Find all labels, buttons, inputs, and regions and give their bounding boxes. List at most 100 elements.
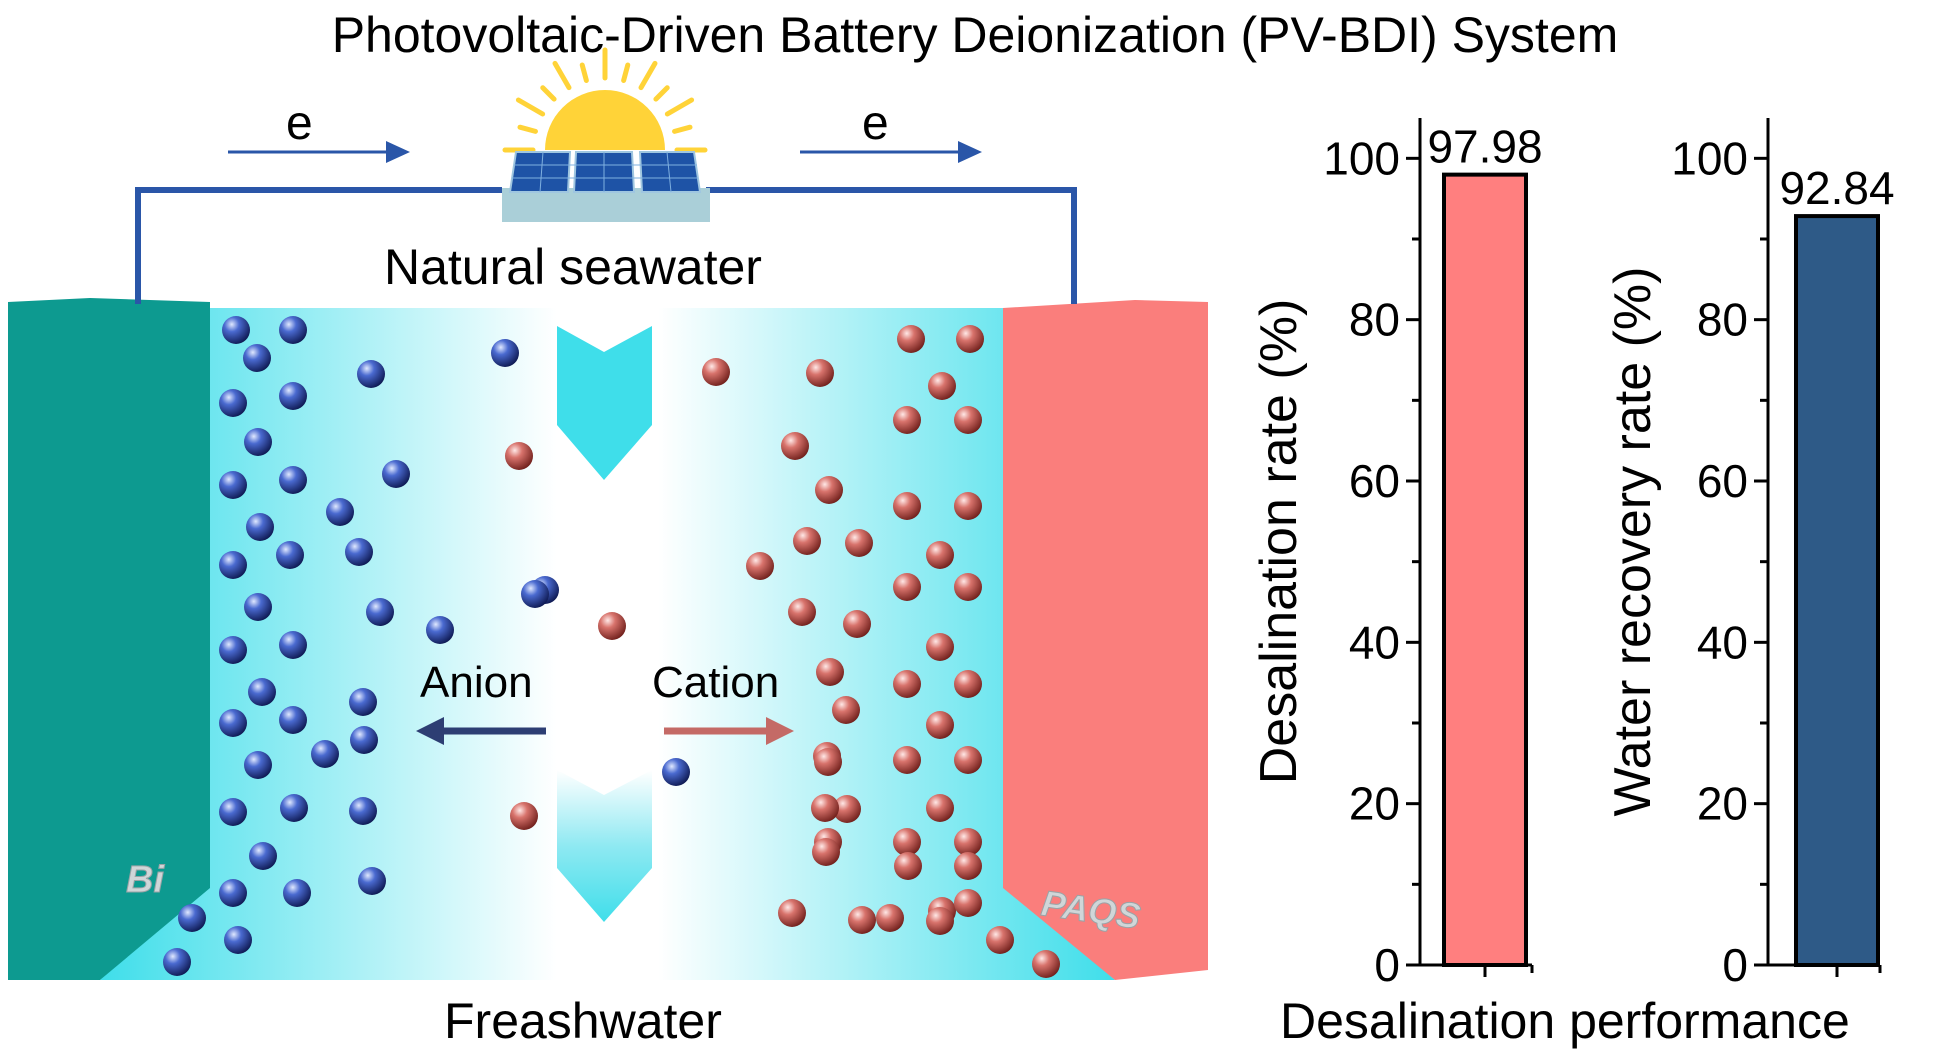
freshwater-outlet-arrow bbox=[557, 770, 652, 922]
cation-particle bbox=[843, 610, 871, 638]
cation-particle bbox=[954, 492, 982, 520]
anion-particle bbox=[279, 382, 307, 410]
seawater-inlet-label: Natural seawater bbox=[384, 239, 762, 295]
y-tick-label: 20 bbox=[1697, 778, 1748, 830]
anion-particle bbox=[283, 879, 311, 907]
seawater-inlet-arrow-shape bbox=[557, 326, 652, 480]
cation-particle bbox=[928, 372, 956, 400]
bar bbox=[1442, 172, 1528, 968]
anion-particle bbox=[222, 316, 250, 344]
anion-particle bbox=[244, 428, 272, 456]
cation-particle bbox=[815, 476, 843, 504]
bar-data-label: 97.98 bbox=[1427, 121, 1542, 173]
cation-particle bbox=[893, 746, 921, 774]
cation-arrow bbox=[664, 717, 794, 745]
cation-particle bbox=[954, 670, 982, 698]
anion-particle bbox=[350, 726, 378, 754]
electron-label-left: e bbox=[286, 97, 313, 150]
electron-arrow-right bbox=[800, 141, 982, 163]
cation-particle bbox=[781, 432, 809, 460]
y-axis-title: Water recovery rate (%) bbox=[1604, 267, 1662, 817]
anion-particle bbox=[349, 797, 377, 825]
anion-particle bbox=[358, 867, 386, 895]
anion-particle bbox=[357, 360, 385, 388]
cation-particle bbox=[876, 904, 904, 932]
cation-particle bbox=[778, 899, 806, 927]
cation-particle bbox=[897, 325, 925, 353]
cation-particle bbox=[833, 795, 861, 823]
paqs-electrode bbox=[1003, 300, 1208, 980]
cation-particle bbox=[893, 670, 921, 698]
anion-particle bbox=[163, 948, 191, 976]
anion-particle bbox=[311, 740, 339, 768]
y-tick-label: 20 bbox=[1349, 778, 1400, 830]
water-recovery-rate-chart: 0 20 40 60 80 100 92.84 Water recovery rate (%) bbox=[1604, 118, 1895, 991]
cation-particle bbox=[894, 852, 922, 880]
anion-particle bbox=[219, 879, 247, 907]
cation-particle bbox=[954, 573, 982, 601]
y-tick-label: 60 bbox=[1349, 455, 1400, 507]
solar-panel-icon bbox=[502, 151, 710, 222]
y-tick-label: 100 bbox=[1671, 132, 1748, 184]
anion-particle bbox=[243, 344, 271, 372]
anion-particle bbox=[491, 339, 519, 367]
cation-particle bbox=[788, 598, 816, 626]
desalination-rate-chart: 0 20 40 60 80 100 97.98 Desalination rate (%) bbox=[1250, 118, 1543, 991]
y-tick-label: 0 bbox=[1374, 939, 1400, 991]
anion-particle bbox=[662, 758, 690, 786]
cation-particles bbox=[505, 325, 1060, 978]
anion-particle bbox=[279, 316, 307, 344]
anion-particle bbox=[326, 498, 354, 526]
freshwater-outlet-label: Freashwater bbox=[444, 993, 722, 1049]
anion-particle bbox=[219, 389, 247, 417]
anion-particle bbox=[426, 616, 454, 644]
anion-particle bbox=[244, 751, 272, 779]
cation-label: Cation bbox=[652, 658, 780, 707]
anion-particle bbox=[219, 471, 247, 499]
cation-particle bbox=[793, 527, 821, 555]
anion-particle bbox=[219, 551, 247, 579]
cation-particle bbox=[702, 358, 730, 386]
anion-particle bbox=[382, 460, 410, 488]
external-circuit-wire-right bbox=[706, 187, 1077, 304]
bi-electrode-label: Bi bbox=[126, 859, 165, 901]
cation-particle bbox=[893, 492, 921, 520]
cation-particle bbox=[811, 794, 839, 822]
cation-particle bbox=[746, 552, 774, 580]
chart-x-axis-title: Desalination performance bbox=[1280, 993, 1850, 1049]
cation-particle bbox=[1032, 950, 1060, 978]
anion-particle bbox=[219, 636, 247, 664]
anion-particle bbox=[279, 631, 307, 659]
cation-particle bbox=[986, 926, 1014, 954]
y-tick-label: 80 bbox=[1697, 294, 1748, 346]
anion-particle bbox=[521, 580, 549, 608]
y-axis-title: Desalination rate (%) bbox=[1250, 299, 1308, 785]
figure-title: Photovoltaic-Driven Battery Deionization… bbox=[331, 7, 1619, 63]
cation-particle bbox=[893, 573, 921, 601]
anion-particle bbox=[249, 842, 277, 870]
anion-particle bbox=[246, 513, 274, 541]
y-tick-label: 100 bbox=[1323, 132, 1400, 184]
electron-arrow-left bbox=[228, 141, 410, 163]
anion-particle bbox=[224, 926, 252, 954]
anion-particle bbox=[244, 593, 272, 621]
bar-data-label: 92.84 bbox=[1779, 162, 1894, 214]
cation-particle bbox=[848, 906, 876, 934]
y-tick-label: 60 bbox=[1697, 455, 1748, 507]
anion-particle bbox=[219, 798, 247, 826]
cation-particle bbox=[832, 696, 860, 724]
cation-particle bbox=[954, 852, 982, 880]
bi-electrode bbox=[8, 298, 210, 980]
anion-particle bbox=[366, 598, 394, 626]
y-tick-label: 40 bbox=[1697, 616, 1748, 668]
cation-particle bbox=[926, 907, 954, 935]
cation-particle bbox=[954, 406, 982, 434]
anion-particle bbox=[276, 541, 304, 569]
anion-arrow bbox=[416, 717, 546, 745]
sun-icon bbox=[502, 47, 708, 153]
cation-particle bbox=[926, 711, 954, 739]
cation-particle bbox=[816, 658, 844, 686]
cation-particle bbox=[845, 529, 873, 557]
anion-label: Anion bbox=[420, 658, 533, 707]
